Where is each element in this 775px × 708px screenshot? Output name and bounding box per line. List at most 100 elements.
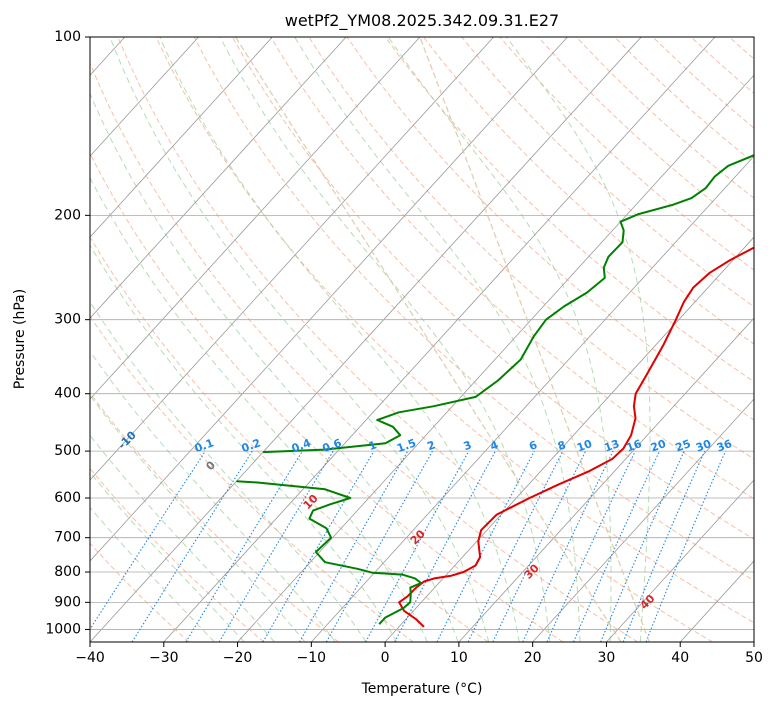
mixing-ratio-label: 30 [694,437,713,455]
dry-adiabat-line [90,315,414,642]
mixing-ratio-line [90,450,206,631]
moist-adiabat-line [90,350,336,642]
mixing-ratio-label: 1.5 [395,436,418,455]
y-axis-label: Pressure (hPa) [12,289,28,389]
dry-adiabat-line [90,62,639,642]
plot-area: -100-90-80-70-60-50-40-30-20-10010203040… [90,37,775,642]
dry-adiabat-line [117,37,713,642]
dry-adiabat-line [614,37,754,164]
guide-arc-line [419,37,650,642]
x-tick-label: 40 [671,650,689,666]
moist-adiabat-line [90,176,428,642]
x-tick-label: 0 [381,650,390,666]
isotherm-line [90,37,568,562]
x-tick-label: −40 [75,650,105,666]
mixing-ratio-line [572,450,660,642]
mixing-ratio-label: 20 [649,437,668,455]
mixing-ratio-line [218,450,334,642]
mixing-ratio-label: 10 [575,437,594,455]
moist-adiabat-line [90,301,367,642]
mixing-ratio-label: 3 [462,438,474,453]
mixing-ratio-label: 13 [602,437,621,454]
moist-adiabat-line [294,37,581,642]
mixing-ratio-line [546,450,636,642]
x-tick-label: −20 [223,650,253,666]
y-tick-label: 100 [54,29,81,45]
moist-adiabat-line [90,244,398,642]
x-tick-label: 10 [450,650,468,666]
dry-adiabat-line [270,37,754,500]
mixing-ratio-line [185,450,303,642]
dry-adiabat-line [90,392,339,642]
dry-adiabat-line [346,37,754,421]
isotherm-line [90,37,347,319]
moist-adiabat-line [90,471,245,642]
mixing-ratio-label: 0.6 [321,436,344,455]
dry-adiabat-line [690,37,754,94]
isotherm-line [90,37,273,238]
mixing-ratio-line [299,450,409,642]
dry-adiabat-line [90,542,190,642]
isotherm-line [606,479,754,642]
moist-adiabat-line [505,37,651,642]
isotherm-line [90,37,199,157]
y-tick-label: 600 [54,490,81,506]
mixing-ratio-line [262,450,375,642]
dry-adiabat-line [652,37,754,129]
dry-adiabat-line [308,37,754,460]
isotherm-line [384,236,754,642]
dry-adiabat-line [193,37,754,582]
moist-adiabat-line [90,394,306,642]
mixing-ratio-label: 25 [674,437,693,454]
isotherm-line [90,37,494,481]
mixing-ratio-line [436,450,535,642]
x-tick-label: −30 [149,650,179,666]
mixing-ratio-label: 16 [625,437,644,455]
dry-adiabat-label: 0 [203,458,218,473]
guide-arc-line [234,37,622,642]
y-tick-label: 400 [54,386,81,402]
profile-series-0 [398,246,754,628]
mixing-ratio-label: 4 [488,438,500,453]
mixing-ratio-line [467,450,564,642]
plot-frame [89,36,755,643]
y-tick-label: 300 [54,312,81,328]
mixing-ratio-line [131,450,253,642]
isotherm-line [753,641,754,642]
isotherm-line [237,74,754,642]
mixing-ratio-label: 8 [556,438,568,453]
moist-adiabat-line [387,37,612,642]
mixing-ratio-line [394,450,496,642]
profile-series-2 [262,154,754,454]
mixing-ratio-label: 0.1 [193,436,216,455]
isotherm-line [458,317,754,642]
mixing-ratio-label: 6 [527,438,539,453]
dry-adiabat-line [423,37,754,345]
dry-adiabat-line [155,37,754,624]
isotherm-line [163,37,716,642]
mixing-ratio-line [622,450,706,642]
profile-series-1 [236,480,423,625]
mixing-ratio-line [645,450,727,642]
axes: −40 −30 −20 −10 0 10 20 30 40 5010020030040050060… [45,29,763,666]
dry-adiabat-label: 30 [522,561,542,581]
mixing-ratio-label: 0.2 [240,436,263,455]
y-tick-label: 900 [54,594,81,610]
y-tick-label: 1000 [45,621,81,637]
x-tick-label: −10 [297,650,327,666]
mixing-ratio-label: 1 [367,438,379,453]
mixing-ratio-line [365,450,470,642]
moist-adiabat-line [90,92,459,642]
isotherm-line [90,37,421,400]
chart-title: wetPf2_YM08.2025.342.09.31.E27 [285,11,559,31]
dry-adiabat-line [767,37,775,642]
moist-adiabat-line [219,37,551,642]
x-axis-label: Temperature (°C) [361,681,483,697]
mixing-ratio-line [600,450,685,642]
x-tick-label: 20 [524,650,542,666]
dry-adiabat-line [90,152,564,642]
dry-adiabat-line [384,37,754,383]
isotherm-line [532,398,754,642]
isotherm-line [311,155,754,642]
